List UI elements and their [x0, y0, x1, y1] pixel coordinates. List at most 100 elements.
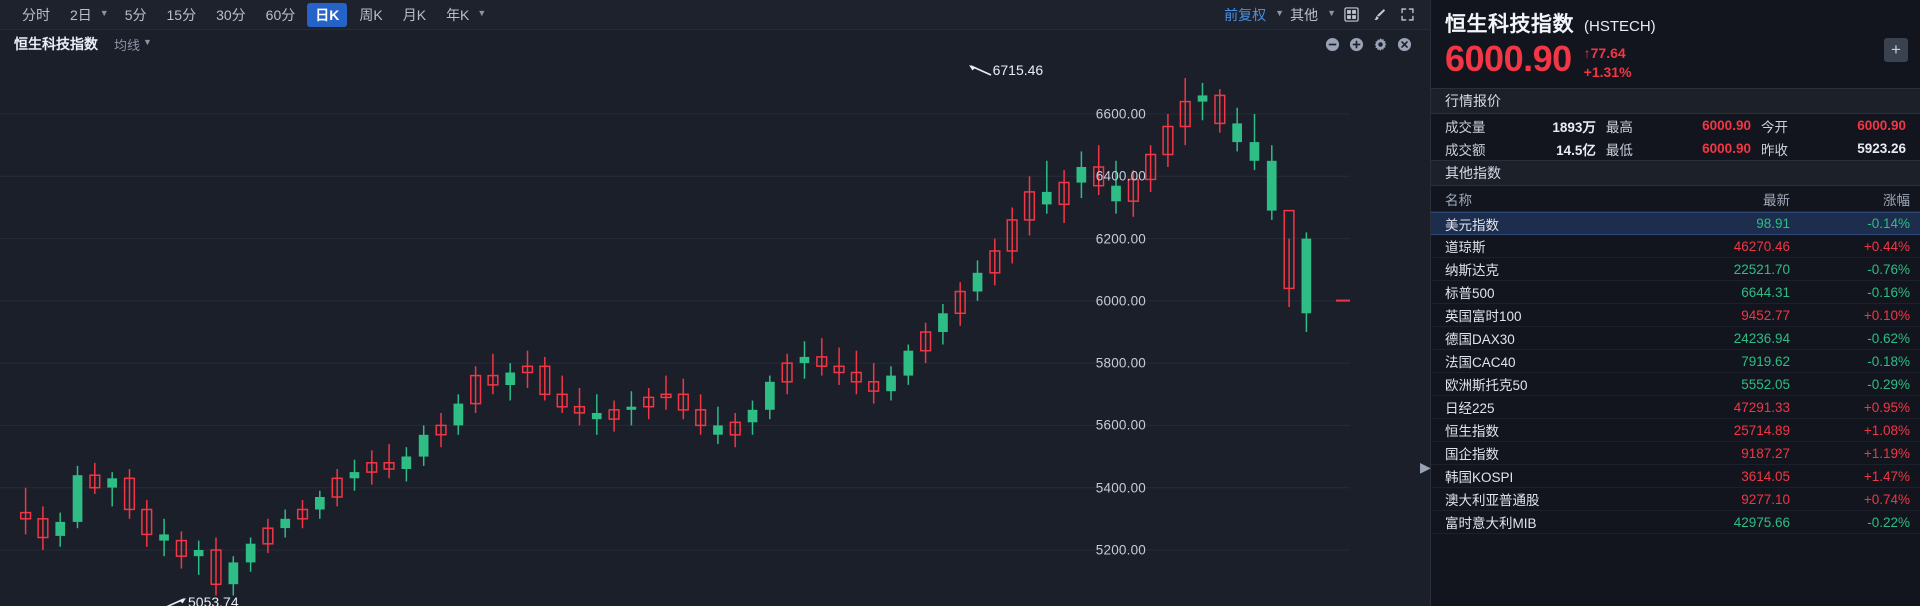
index-change: +0.95% [1863, 399, 1910, 415]
other-settings-dropdown[interactable]: 其他 [1290, 6, 1319, 23]
timeframe-button-5[interactable]: 60分 [265, 6, 296, 23]
stat-value: 1893万 [1552, 119, 1596, 135]
timeframe-button-9[interactable]: 年K [446, 6, 470, 23]
index-change: -0.62% [1867, 330, 1910, 346]
index-change: -0.22% [1867, 514, 1910, 530]
settings-gear-icon[interactable] [1373, 37, 1388, 52]
index-change: +0.10% [1863, 307, 1910, 323]
panel-collapse-arrow-icon[interactable]: ▶ [1420, 459, 1431, 475]
timeframe-button-1[interactable]: 2日 [70, 6, 92, 23]
index-row[interactable]: 国企指数 9187.27 +1.19% [1431, 442, 1920, 465]
index-name: 德国DAX30 [1445, 332, 1515, 347]
index-last: 5552.05 [1741, 376, 1790, 392]
adjust-type-dropdown[interactable]: 前复权 [1224, 6, 1267, 23]
index-name: 恒生指数 [1445, 424, 1499, 439]
low-annotation: 5053.74 [162, 594, 239, 606]
index-name: 澳大利亚普通股 [1445, 493, 1540, 508]
index-row[interactable]: 澳大利亚普通股 9277.10 +0.74% [1431, 488, 1920, 511]
indices-table-header: 名称 最新 涨幅 [1431, 186, 1920, 212]
index-row[interactable]: 韩国KOSPI 3614.05 +1.47% [1431, 465, 1920, 488]
quote-code: (HSTECH) [1584, 18, 1656, 35]
index-row[interactable]: 德国DAX30 24236.94 -0.62% [1431, 327, 1920, 350]
quote-title-row: 恒生科技指数 (HSTECH) [1445, 8, 1906, 38]
index-last: 24236.94 [1733, 330, 1790, 346]
timeframe-button-7[interactable]: 周K [359, 6, 383, 23]
stat-label: 今开 [1760, 119, 1788, 135]
index-row[interactable]: 英国富时100 9452.77 +0.10% [1431, 304, 1920, 327]
zoom-out-icon[interactable] [1325, 37, 1340, 52]
index-row[interactable]: 美元指数 98.91 -0.14% [1431, 212, 1920, 235]
index-name: 法国CAC40 [1445, 355, 1516, 370]
index-row[interactable]: 道琼斯 46270.46 +0.44% [1431, 235, 1920, 258]
index-change: +1.08% [1863, 422, 1910, 438]
layout-grid-icon[interactable] [1338, 4, 1364, 26]
index-last: 98.91 [1756, 216, 1790, 231]
stat-label: 成交量 [1445, 119, 1486, 135]
low-annotation-value: 5053.74 [188, 594, 239, 606]
index-row[interactable]: 标普500 6644.31 -0.16% [1431, 281, 1920, 304]
index-name: 标普500 [1445, 286, 1495, 301]
quote-delta-group: ↑77.64 +1.31% [1584, 39, 1632, 82]
index-row[interactable]: 法国CAC40 7919.62 -0.18% [1431, 350, 1920, 373]
index-last: 3614.05 [1741, 468, 1790, 484]
chart-icon-group [1325, 37, 1420, 52]
index-change: -0.76% [1867, 261, 1910, 277]
timeframe-button-8[interactable]: 月K [402, 6, 427, 23]
timeframe-button-2[interactable]: 5分 [124, 6, 147, 23]
index-row[interactable]: 日经225 47291.33 +0.95% [1431, 396, 1920, 419]
timeframe-button-4[interactable]: 30分 [216, 6, 246, 23]
index-change: +1.47% [1863, 468, 1910, 484]
quote-change-percent: +1.31% [1583, 64, 1632, 80]
candlestick-chart[interactable] [0, 58, 1350, 606]
index-last: 9452.77 [1741, 307, 1790, 323]
quote-stat-row: 成交量 1893万 最高 6000.90 今开 6000.90 [1431, 114, 1920, 137]
timeframe-button-3[interactable]: 15分 [166, 6, 197, 23]
stat-value: 6000.90 [1702, 118, 1751, 133]
up-arrow-icon: ↑ [1583, 45, 1591, 61]
index-row[interactable]: 欧洲斯托克50 5552.05 -0.29% [1431, 373, 1920, 396]
index-last: 22521.70 [1733, 261, 1790, 277]
ma-chevron-down-icon[interactable]: ▼ [143, 37, 152, 47]
chart-subbar: 恒生科技指数 均线 ▼ [0, 30, 1430, 58]
zoom-in-icon[interactable] [1349, 37, 1364, 52]
timeframe-button-0[interactable]: 分时 [22, 6, 50, 23]
timeframe-chevron-down-icon-1[interactable]: ▼ [99, 7, 109, 18]
stat-value: 6000.90 [1702, 141, 1751, 156]
other-indices-title: 其他指数 [1431, 160, 1920, 186]
index-last: 7919.62 [1741, 353, 1790, 369]
ma-indicator-dropdown[interactable]: 均线 [114, 37, 141, 53]
fullscreen-icon[interactable] [1394, 4, 1420, 26]
index-row[interactable]: 恒生指数 25714.89 +1.08% [1431, 419, 1920, 442]
index-last: 25714.89 [1733, 422, 1790, 438]
brush-icon[interactable] [1366, 4, 1392, 26]
stat-value: 5923.26 [1857, 141, 1907, 156]
index-row[interactable]: 富时意大利MIB 42975.66 -0.22% [1431, 511, 1920, 534]
quote-change-value: ↑77.64 [1583, 45, 1626, 61]
timeframe-button-6[interactable]: 日K [307, 2, 348, 27]
timeframe-chevron-down-icon-9[interactable]: ▼ [477, 7, 487, 18]
index-change: +1.19% [1863, 445, 1910, 461]
adjust-chevron-down-icon[interactable]: ▼ [1275, 7, 1285, 18]
close-icon[interactable] [1397, 37, 1412, 52]
index-change: -0.14% [1867, 216, 1910, 231]
index-last: 47291.33 [1733, 399, 1790, 415]
add-to-watchlist-button[interactable]: + [1884, 38, 1908, 62]
chart-plot-area[interactable]: 6600.00 6400.00 6200.00 6000.00 5800.00 5600.… [0, 58, 1431, 606]
index-last: 42975.66 [1733, 514, 1790, 530]
toolbar-right-group: 前复权 ▼ 其他 ▼ [1220, 3, 1420, 27]
index-last: 46270.46 [1733, 238, 1790, 254]
high-annotation: 6715.46 [967, 62, 1044, 79]
index-name: 日经225 [1445, 401, 1495, 416]
column-header-last: 最新 [1763, 192, 1790, 208]
stat-label: 昨收 [1760, 142, 1788, 158]
index-name: 富时意大利MIB [1445, 516, 1537, 531]
other-chevron-down-icon[interactable]: ▼ [1327, 7, 1336, 18]
index-name: 英国富时100 [1445, 309, 1522, 324]
high-annotation-value: 6715.46 [992, 62, 1044, 79]
quote-name: 恒生科技指数 [1445, 13, 1574, 36]
chart-toolbar: 分时 2日 ▼ 5分 15分 30分 60分 日K 周K 月K 年K ▼ 前复权 ▼ 其他 ▼ [0, 0, 1430, 30]
index-last: 9187.27 [1741, 445, 1790, 461]
index-row[interactable]: 纳斯达克 22521.70 -0.76% [1431, 258, 1920, 281]
quote-stat-row: 成交额 14.5亿 最低 6000.90 昨收 5923.26 [1431, 137, 1920, 160]
chart-pane: 分时 2日 ▼ 5分 15分 30分 60分 日K 周K 月K 年K ▼ 前复权 ▼ 其他 ▼ 恒生科… [0, 0, 1431, 606]
